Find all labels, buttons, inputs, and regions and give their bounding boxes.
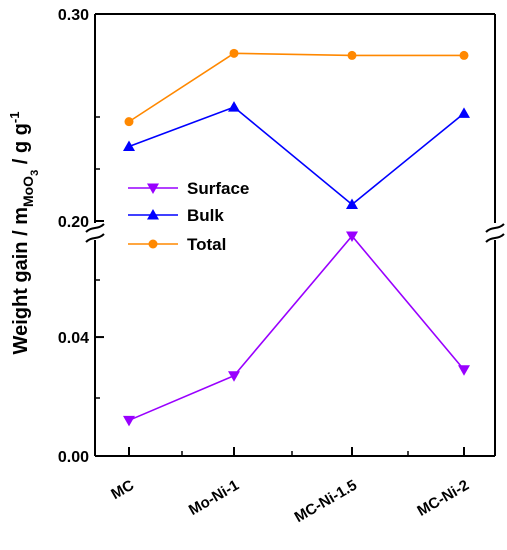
- y-axis-label: Weight gain / mMoO3 / g g-1: [7, 112, 41, 355]
- axis-break-left-top: [85, 223, 105, 233]
- x-tick-label: MC-Ni-2: [414, 477, 472, 520]
- data-point-bulk: [228, 101, 240, 112]
- x-tick-label: Mo-Ni-1: [186, 477, 242, 519]
- x-tick-label: MC-Ni-1.5: [292, 477, 360, 526]
- data-point-total: [347, 50, 357, 60]
- data-point-bulk: [123, 140, 135, 151]
- legend-marker-bulk: [147, 209, 159, 220]
- y-tick-label: 0.30: [58, 7, 89, 24]
- legend-label-bulk: Bulk: [187, 206, 224, 225]
- data-point-surface: [458, 365, 470, 376]
- y-ticks: 0.20 0.30 0.00 0.04: [58, 7, 409, 466]
- data-point-total: [459, 50, 469, 60]
- series-line-surface: [128, 234, 465, 422]
- axis-break-right-bottom: [485, 233, 505, 243]
- axis-break-right-top: [485, 223, 505, 233]
- series-line-total: [128, 52, 464, 123]
- data-point-surface: [346, 231, 358, 242]
- data-point-surface: [123, 415, 135, 427]
- x-tick-label: MC: [108, 477, 137, 503]
- data-point-total: [229, 48, 239, 58]
- y-tick-label: 0.20: [58, 214, 89, 231]
- data-point-bulk: [346, 198, 358, 209]
- legend-label-total: Total: [187, 235, 226, 254]
- legend: Surface Bulk Total: [128, 179, 249, 254]
- data-point-surface: [228, 371, 240, 382]
- y-tick-label: 0.00: [58, 449, 89, 466]
- plot-frame: [85, 13, 505, 457]
- data-point-bulk: [458, 107, 470, 118]
- legend-label-surface: Surface: [187, 179, 249, 198]
- legend-marker-surface: [147, 183, 159, 194]
- axis-break-left-bottom: [85, 233, 105, 243]
- x-ticks: MC Mo-Ni-1 MC-Ni-1.5 MC-Ni-2: [108, 447, 472, 526]
- data-point-total: [124, 117, 134, 127]
- series-layer: [123, 48, 470, 427]
- y-tick-label: 0.04: [58, 330, 89, 347]
- series-line-bulk: [128, 106, 465, 206]
- legend-marker-total: [148, 239, 158, 249]
